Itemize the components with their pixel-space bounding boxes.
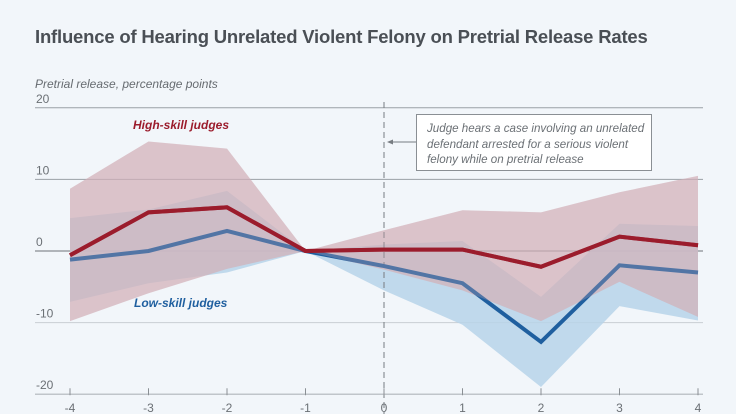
confidence-bands — [70, 141, 698, 388]
series-labels: High-skill judges Low-skill judges — [133, 118, 229, 310]
x-tick-label: 0 — [381, 401, 388, 414]
x-tick-label: 3 — [616, 401, 623, 414]
series-lines — [69, 141, 699, 345]
y-tick-label: 0 — [36, 235, 43, 249]
y-tick-label: -20 — [36, 378, 54, 392]
y-tick-label: 20 — [36, 92, 50, 106]
ci-band-high-skill — [70, 141, 698, 322]
arrow-left-icon — [387, 139, 393, 145]
x-tick-label: 1 — [459, 401, 466, 414]
x-tick-label: 2 — [538, 401, 545, 414]
x-tick-label: -3 — [143, 401, 154, 414]
y-tick-label: 10 — [36, 163, 50, 177]
chart-title: Influence of Hearing Unrelated Violent F… — [35, 26, 648, 47]
ci-band-overlay-high-skill — [70, 141, 698, 322]
event-annotation: Judge hears a case involving an unrelate… — [416, 114, 652, 171]
x-tick-label: -1 — [300, 401, 311, 414]
series-line-high-skill-top — [69, 205, 699, 269]
y-axis-ticks: 20 10 0 -10 -20 — [36, 92, 54, 392]
x-tick-label: -4 — [65, 401, 76, 414]
x-tick-label: -2 — [222, 401, 233, 414]
event-marker — [383, 102, 416, 414]
y-tick-label: -10 — [36, 307, 54, 321]
x-tick-label: 4 — [695, 401, 702, 414]
legend-low-skill: Low-skill judges — [134, 296, 228, 310]
y-axis-label: Pretrial release, percentage points — [35, 77, 218, 91]
legend-high-skill: High-skill judges — [133, 118, 229, 132]
x-axis: -4 -3 -2 -1 0 1 2 3 4 — [35, 388, 703, 414]
